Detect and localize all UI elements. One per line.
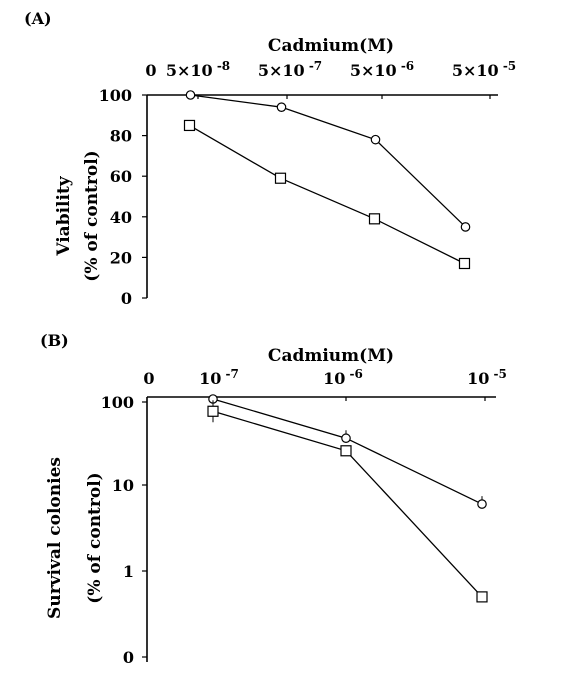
- data-point-square: [476, 591, 488, 603]
- panel-label: (A): [24, 9, 52, 28]
- x-axis-title: Cadmium(M): [268, 346, 394, 366]
- x-tick-label: 5×10 -7: [258, 59, 322, 80]
- y-tick-label: 0: [123, 648, 134, 667]
- y-tick-label: 80: [110, 127, 132, 146]
- y-tick-label: 1: [123, 562, 134, 581]
- data-point-circle: [370, 134, 381, 145]
- data-point-circle: [460, 222, 471, 232]
- series-line-square: [189, 124, 465, 265]
- y-tick-label: 60: [110, 167, 132, 186]
- data-point-square: [458, 257, 471, 270]
- x-tick-label: 10 -7: [199, 367, 239, 388]
- data-point-square: [207, 405, 219, 417]
- x-tick-label: 5×10 -6: [350, 59, 414, 80]
- y-tick-label: 100: [99, 86, 132, 105]
- y-axis-title: Survival colonies (% of control): [45, 457, 105, 619]
- data-point-circle: [477, 499, 487, 509]
- x-axis-title: Cadmium(M): [268, 36, 394, 56]
- x-tick-label: 10 -6: [323, 367, 363, 388]
- panel-label: (B): [40, 331, 69, 350]
- y-axis-title-line2: (% of control): [82, 150, 102, 281]
- x-tick-label: 10 -5: [467, 367, 507, 388]
- x-tick-label: 0: [143, 369, 154, 388]
- y-axis-title: Viability (% of control): [54, 150, 102, 281]
- data-point-circle: [185, 90, 196, 100]
- series-line-circle: [190, 94, 466, 228]
- x-tick-label: 5×10 -5: [452, 59, 516, 80]
- y-tick-label: 100: [101, 393, 134, 412]
- panel-b: (B)Cadmium(M)0 10 -7 10 -6 10 -51001010Surv…: [40, 331, 507, 667]
- y-axis-title-line1: Survival colonies: [45, 457, 65, 619]
- data-point-square: [183, 119, 196, 132]
- data-point-circle: [276, 102, 287, 112]
- y-tick-label: 20: [110, 248, 132, 267]
- y-axis-title-line1: Viability: [54, 175, 74, 256]
- x-tick-label: 5×10 -8: [166, 59, 230, 80]
- data-point-square: [368, 213, 381, 225]
- x-tick-label: 0: [145, 61, 156, 80]
- panel-a: (A) Cadmium(M) 0 5×10 -8 5×10 -7 5×10 -6 5×10 …: [24, 9, 516, 308]
- data-point-square: [340, 445, 352, 457]
- y-axis-title-line2: (% of control): [85, 472, 105, 603]
- y-tick-label: 40: [110, 208, 132, 227]
- y-tick-label: 0: [121, 289, 132, 308]
- data-point-circle: [341, 433, 351, 444]
- data-point-square: [274, 172, 287, 184]
- y-tick-label: 10: [112, 476, 134, 495]
